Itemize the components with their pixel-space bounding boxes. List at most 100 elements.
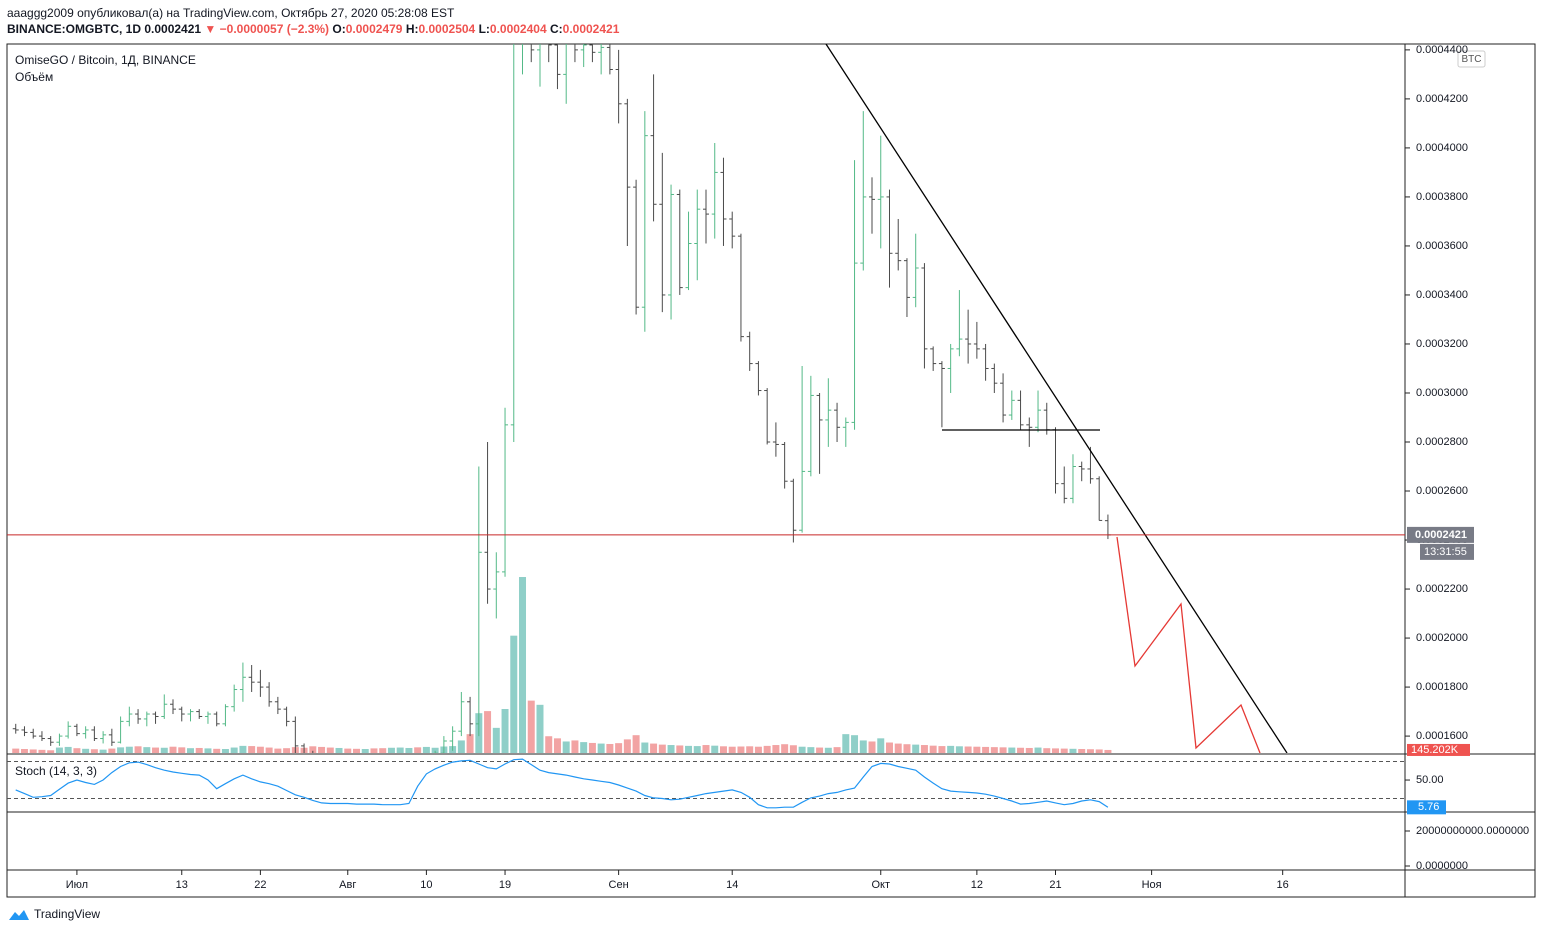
volume-bar: [204, 748, 212, 753]
volume-bar: [877, 738, 885, 753]
volume-bar: [38, 749, 46, 753]
countdown: 13:31:55: [1424, 546, 1467, 558]
x-tick-label: Авг: [339, 879, 356, 891]
volume-bar: [160, 747, 168, 753]
volume-bar: [221, 749, 229, 753]
x-tick-label: 19: [499, 879, 511, 891]
y-tick-label: 0.0003600: [1416, 240, 1468, 252]
volume-last-box: [1407, 743, 1470, 756]
volume-bar: [248, 746, 256, 753]
volume-bar: [641, 742, 649, 753]
y-tick-label: 0.0002200: [1416, 583, 1468, 595]
low: 0.0002404: [489, 22, 547, 36]
close: 0.0002421: [562, 22, 620, 36]
volume-bar: [973, 746, 981, 753]
volume-bar: [728, 746, 736, 753]
trend-line: [825, 44, 1288, 753]
volume-bar: [501, 709, 509, 753]
volume-bar: [615, 743, 623, 753]
volume-bar: [982, 746, 990, 753]
volume-bar: [658, 744, 666, 753]
y-tick-label: 0.0003200: [1416, 338, 1468, 350]
volume-bar: [466, 734, 474, 753]
brand: TradingView: [34, 907, 101, 921]
volume-bar: [12, 748, 20, 753]
volume-bar: [711, 745, 719, 753]
pane-tick-label: 20000000000.0000000: [1416, 825, 1529, 837]
volume-bar: [457, 740, 465, 753]
volume-bar: [265, 747, 273, 753]
c-label: C:: [549, 22, 563, 36]
volume-bar: [47, 750, 55, 753]
volume-bar: [169, 746, 177, 753]
volume-layer: [12, 577, 1112, 753]
volume-bar: [213, 748, 221, 753]
y-tick-label: 0.0001800: [1416, 681, 1468, 693]
volume-bar: [588, 742, 596, 753]
volume-last-label: 145.202K: [1411, 744, 1459, 756]
change: ▼ −0.0000057 (−2.3%): [204, 22, 330, 36]
volume-bar: [90, 749, 98, 753]
volume-bar: [186, 748, 194, 753]
volume-bar: [1025, 747, 1033, 753]
volume-bar: [361, 749, 369, 753]
volume-bar: [536, 704, 544, 753]
frame: [6, 43, 1536, 898]
volume-bar: [344, 748, 352, 753]
volume-bar: [842, 734, 850, 753]
volume-bar: [938, 746, 946, 753]
author-line: aaaggg2009 опубликовал(а) на TradingView…: [7, 6, 455, 20]
legend-title: OmiseGO / Bitcoin, 1Д, BINANCE: [15, 53, 196, 67]
volume-bar: [55, 747, 63, 753]
volume-bar: [685, 745, 693, 753]
x-tick-label: 16: [1277, 879, 1289, 891]
volume-bar: [746, 746, 754, 753]
x-tick-label: 13: [176, 879, 188, 891]
y-tick-label: 0.0004000: [1416, 142, 1468, 154]
volume-bar: [1078, 749, 1086, 753]
volume-bar: [422, 746, 430, 753]
volume-bar: [772, 745, 780, 753]
stoch-last-label: 5.76: [1418, 801, 1439, 813]
volume-bar: [702, 745, 710, 753]
volume-bar: [125, 746, 133, 753]
stoch-tick-label: 50.00: [1416, 774, 1444, 786]
x-tick-label: 10: [420, 879, 432, 891]
x-tick-label: 14: [726, 879, 738, 891]
volume-bar: [990, 747, 998, 753]
volume-bar: [964, 746, 972, 753]
y-tick-label: 0.0003800: [1416, 191, 1468, 203]
volume-bar: [955, 746, 963, 753]
volume-bar: [781, 744, 789, 753]
volume-bar: [414, 747, 422, 753]
volume-bar: [1052, 748, 1059, 753]
volume-bar: [929, 745, 937, 753]
volume-bar: [20, 749, 28, 753]
volume-bar: [798, 746, 806, 753]
currency: BTC: [1462, 54, 1482, 65]
volume-bar: [519, 577, 527, 753]
y-tick-label: 0.0002800: [1416, 436, 1468, 448]
volume-bar: [1086, 749, 1094, 753]
volume-bar: [387, 747, 395, 753]
y-tick-label: 0.0004400: [1416, 44, 1468, 56]
volume-bar: [152, 747, 160, 753]
volume-bar: [859, 740, 867, 753]
currency-badge: [1457, 50, 1486, 68]
volume-bar: [143, 747, 151, 753]
volume-bar: [283, 748, 291, 753]
volume-bar: [239, 745, 247, 753]
y-tick-label: 0.0002000: [1416, 632, 1468, 644]
volume-bar: [1069, 748, 1077, 753]
volume-bar: [370, 748, 378, 753]
volume-bar: [553, 738, 561, 753]
volume-bar: [824, 747, 832, 753]
price-layer: [12, 44, 1111, 753]
logo: [9, 910, 29, 920]
projection-path: [1116, 536, 1261, 753]
volume-bar: [571, 740, 579, 753]
drawings: [825, 44, 1288, 753]
volume-bar: [405, 747, 413, 753]
